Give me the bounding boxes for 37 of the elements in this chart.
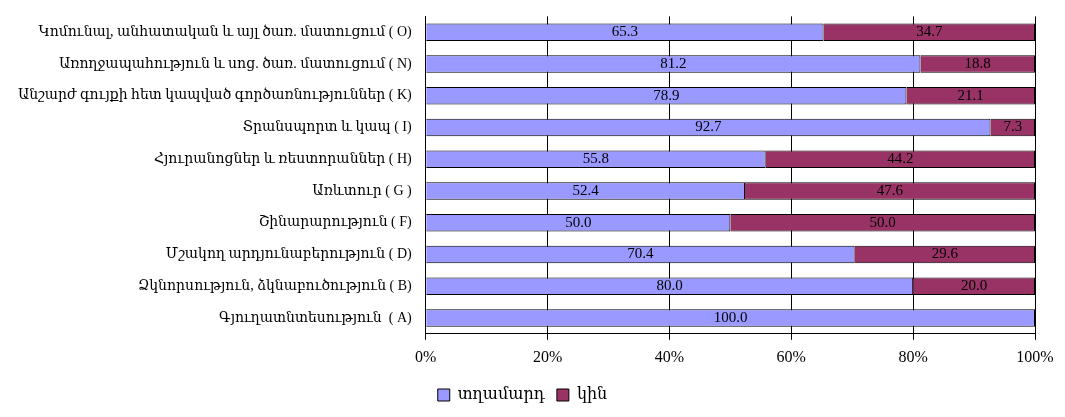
data-label: 92.7	[695, 118, 722, 135]
data-label: 50.0	[565, 213, 592, 230]
data-label: 78.9	[653, 86, 680, 103]
data-label: 70.4	[627, 245, 655, 262]
y-tick-label: Անշարժ գույքի հետ կապված գործառնություններ ( K)	[17, 87, 413, 104]
data-label: 81.2	[660, 54, 687, 71]
x-tick-label: 0%	[415, 347, 437, 365]
data-label: 80.0	[656, 277, 683, 294]
y-tick-label: Հյուրանոցներ և ռեստորաններ ( H)	[153, 150, 413, 167]
data-label: 50.0	[869, 213, 896, 230]
data-label: 7.3	[1003, 118, 1023, 135]
x-tick-label: 60%	[776, 347, 806, 365]
data-label: 52.4	[572, 181, 600, 198]
data-label: 44.2	[887, 150, 914, 167]
data-label: 34.7	[916, 23, 943, 40]
x-tick-label: 100%	[1016, 347, 1054, 365]
legend-label: կին	[576, 385, 608, 404]
y-tick-label: Մշակող արդյունաբերություն ( D)	[165, 246, 413, 263]
data-label: 20.0	[960, 277, 988, 294]
data-label: 55.8	[582, 150, 610, 167]
y-tick-label: Շինարարություն ( F)	[258, 214, 413, 231]
data-label: 65.3	[611, 23, 639, 40]
data-label: 18.8	[964, 54, 991, 71]
x-tick-label: 40%	[654, 347, 685, 365]
y-tick-label: Տրանսպորտ և կապ ( I)	[242, 119, 413, 136]
data-label: 47.6	[876, 181, 904, 198]
data-label: 100.0	[713, 308, 748, 325]
x-tick-label: 20%	[532, 347, 563, 365]
y-tick-label: Գյուղատնտեսություն ( A)	[219, 309, 413, 326]
data-label: 29.6	[931, 245, 959, 262]
y-tick-label: Առողջապահություն և սոց. ծառ. մատուցում ( N)	[58, 55, 413, 72]
y-tick-label: Առևտուր ( G )	[312, 182, 413, 199]
legend-label: տղամարդ	[457, 385, 546, 404]
y-tick-label: Կոմունալ, անհատական և այլ ծառ. մատուցում ( O)	[38, 23, 413, 40]
data-label: 21.1	[957, 86, 984, 103]
x-tick-label: 80%	[898, 347, 928, 365]
y-tick-label: Ձկնորսություն, ձկնաբուծություն ( B)	[137, 277, 413, 294]
